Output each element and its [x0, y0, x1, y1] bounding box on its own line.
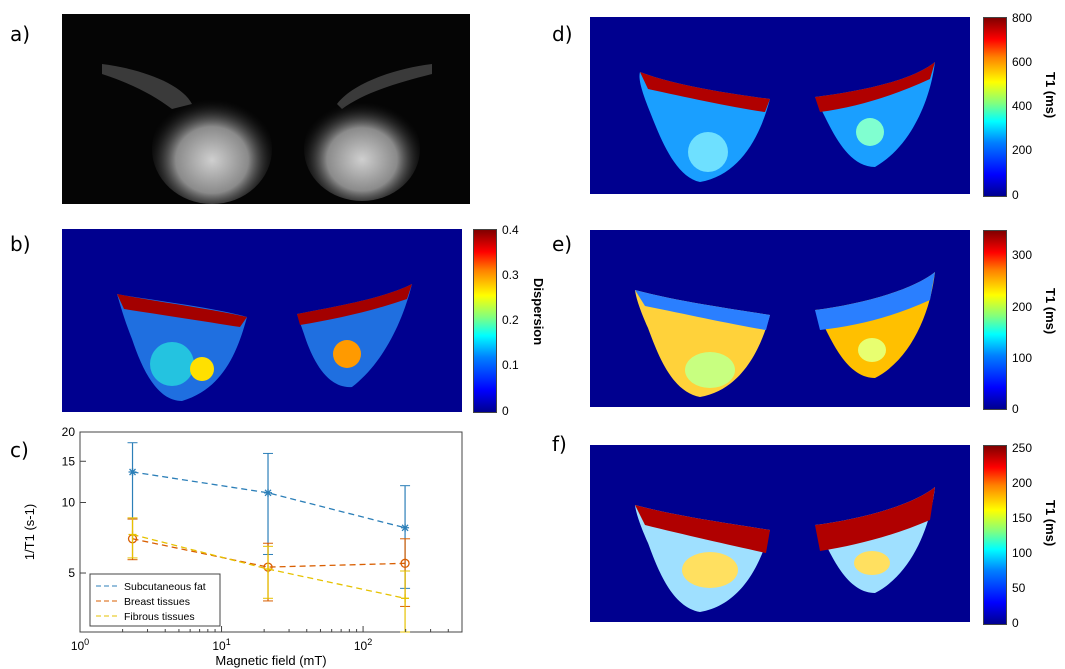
y-tick-label: 10: [62, 496, 76, 510]
colorbar-d-tick: 800: [1012, 11, 1033, 25]
x-axis-label: Magnetic field (mT): [215, 653, 326, 668]
colorbar-b-title: Dispersion: [531, 278, 546, 346]
colorbar-t1-e: [983, 230, 1007, 410]
data-point: [128, 530, 137, 539]
data-point: [128, 467, 137, 476]
colorbar-e-title: T1 (ms): [1043, 288, 1058, 335]
y-tick-label: 20: [62, 425, 76, 439]
panel-label-b: b): [10, 232, 31, 256]
colorbar-b-tick: 0.1: [502, 358, 519, 372]
x-tick-label: 101: [212, 637, 230, 653]
data-point: [264, 565, 273, 574]
mri-grayscale-svg: [102, 64, 432, 204]
colorbar-f-tick: 100: [1012, 546, 1033, 560]
colorbar-f-tick: 250: [1012, 441, 1033, 455]
legend-label: Breast tissues: [124, 596, 190, 608]
colorbar-d-tick: 200: [1012, 143, 1033, 157]
t1-map-e: [590, 230, 970, 407]
right-breast-shape: [304, 97, 420, 201]
data-point: [264, 488, 273, 497]
colorbar-f-tick: 150: [1012, 511, 1033, 525]
colorbar-d-tick: 0: [1012, 188, 1019, 202]
y-tick-label: 15: [62, 454, 76, 468]
t1-map-f-svg: [635, 487, 935, 612]
t1-map-e-svg: [635, 272, 935, 397]
x-tick-label: 102: [354, 637, 372, 653]
panel-label-a: a): [10, 22, 31, 46]
t1-map-f: [590, 445, 970, 622]
colorbar-t1-d: [983, 17, 1007, 197]
panel-label-e: e): [552, 232, 573, 256]
dispersion-map: [62, 229, 462, 412]
legend-label: Subcutaneous fat: [124, 581, 206, 593]
y-tick-label: 5: [68, 566, 75, 580]
y-axis-label: 1/T1 (s-1): [22, 504, 37, 560]
colorbar-b-tick: 0.3: [502, 268, 519, 282]
panel-label-c: c): [10, 438, 29, 462]
data-point: [400, 558, 410, 568]
series-line: [132, 533, 406, 599]
panel-label-d: d): [552, 22, 573, 46]
colorbar-e-tick: 200: [1012, 300, 1033, 314]
data-point: [401, 523, 410, 532]
t1-map-d: [590, 17, 970, 194]
colorbar-b-tick: 0.2: [502, 313, 519, 327]
x-tick-label: 100: [71, 637, 89, 653]
t1-map-d-svg: [639, 62, 935, 182]
colorbar-e-tick: 300: [1012, 248, 1033, 262]
colorbar-t1-f: [983, 445, 1007, 625]
mri-grayscale-image: [62, 14, 470, 204]
colorbar-dispersion: [473, 229, 497, 413]
colorbar-d-tick: 400: [1012, 99, 1033, 113]
legend-label: Fibrous tissues: [124, 611, 195, 623]
colorbar-f-tick: 200: [1012, 476, 1033, 490]
colorbar-d-title: T1 (ms): [1043, 72, 1058, 119]
panel-label-f: f): [552, 432, 567, 456]
colorbar-d-tick: 600: [1012, 55, 1033, 69]
legend-box: [89, 573, 221, 627]
line-chart-c: 100 101 102 20 15 10 5 Magnetic field (mT) 1/T…: [22, 425, 463, 668]
colorbar-f-tick: 50: [1012, 581, 1026, 595]
colorbar-f-title: T1 (ms): [1043, 500, 1058, 547]
colorbar-e-tick: 0: [1012, 402, 1019, 416]
data-point: [401, 594, 410, 603]
dispersion-map-svg: [117, 284, 412, 401]
colorbar-b-tick: 0.4: [502, 223, 519, 237]
colorbar-e-tick: 100: [1012, 351, 1033, 365]
colorbar-f-tick: 0: [1012, 616, 1019, 630]
series-line: [132, 471, 406, 529]
left-breast-shape: [152, 94, 272, 204]
colorbar-b-tick: 0: [502, 404, 509, 418]
